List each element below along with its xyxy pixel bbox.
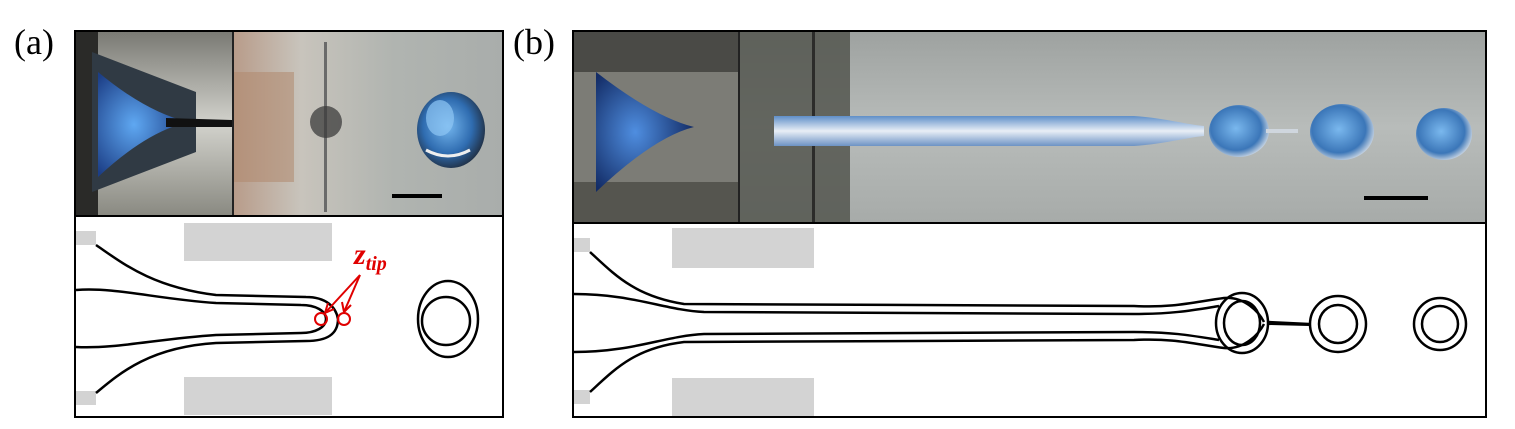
ztip-annotation: ztip bbox=[354, 238, 387, 275]
panel-b-frame bbox=[572, 30, 1487, 418]
panel-a-photo bbox=[76, 32, 502, 215]
electrode-top bbox=[184, 223, 332, 261]
panel-a-schematic bbox=[76, 217, 502, 416]
nozzle-marker-top bbox=[76, 231, 96, 245]
panel-b-schematic bbox=[574, 224, 1485, 416]
ztip-sub: tip bbox=[365, 253, 387, 275]
electrode-top bbox=[672, 228, 814, 268]
nozzle-marker-top bbox=[574, 238, 590, 252]
electrode-bottom bbox=[184, 377, 332, 415]
electrode-bottom bbox=[672, 378, 814, 416]
panel-a-frame: ztip bbox=[74, 30, 504, 418]
panel-b-divider bbox=[574, 222, 1485, 224]
ztip-main: z bbox=[354, 238, 366, 271]
nozzle-marker-bottom bbox=[76, 391, 96, 405]
panel-b-label: (b) bbox=[513, 22, 555, 62]
panel-a-label: (a) bbox=[14, 22, 54, 62]
nozzle-marker-bottom bbox=[574, 390, 590, 404]
panel-a-divider bbox=[76, 215, 502, 217]
panel-b-photo bbox=[574, 32, 1485, 222]
